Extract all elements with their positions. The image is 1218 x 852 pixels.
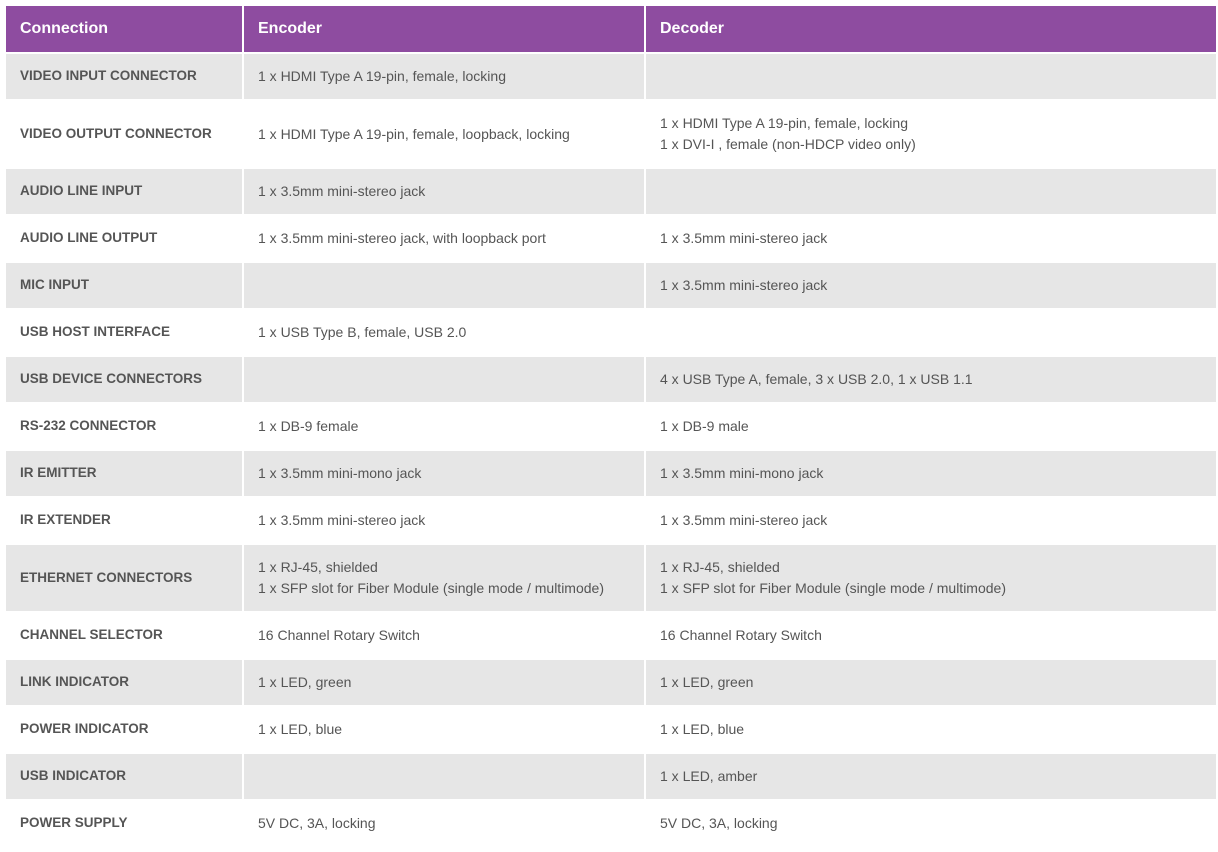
table-body: VIDEO INPUT CONNECTOR 1 x HDMI Type A 19… (6, 54, 1216, 846)
table-row: RS-232 CONNECTOR 1 x DB-9 female 1 x DB-… (6, 404, 1216, 449)
cell-decoder: 1 x LED, amber (646, 754, 1216, 799)
row-label: VIDEO OUTPUT CONNECTOR (6, 101, 242, 167)
table-row: MIC INPUT 1 x 3.5mm mini-stereo jack (6, 263, 1216, 308)
col-header-decoder: Decoder (646, 6, 1216, 52)
cell-encoder: 1 x DB-9 female (244, 404, 644, 449)
col-header-connection: Connection (6, 6, 242, 52)
cell-decoder (646, 169, 1216, 214)
table-row: POWER SUPPLY 5V DC, 3A, locking 5V DC, 3… (6, 801, 1216, 846)
cell-encoder: 1 x USB Type B, female, USB 2.0 (244, 310, 644, 355)
cell-encoder: 1 x 3.5mm mini-stereo jack (244, 498, 644, 543)
cell-encoder: 1 x 3.5mm mini-stereo jack (244, 169, 644, 214)
cell-decoder: 16 Channel Rotary Switch (646, 613, 1216, 658)
row-label: CHANNEL SELECTOR (6, 613, 242, 658)
spec-table: Connection Encoder Decoder VIDEO INPUT C… (4, 4, 1218, 848)
cell-encoder (244, 357, 644, 402)
cell-encoder: 1 x 3.5mm mini-stereo jack, with loopbac… (244, 216, 644, 261)
row-label: USB INDICATOR (6, 754, 242, 799)
table-row: AUDIO LINE INPUT 1 x 3.5mm mini-stereo j… (6, 169, 1216, 214)
cell-decoder: 1 x LED, blue (646, 707, 1216, 752)
table-row: ETHERNET CONNECTORS 1 x RJ-45, shielded1… (6, 545, 1216, 611)
cell-encoder: 1 x LED, green (244, 660, 644, 705)
cell-decoder: 1 x LED, green (646, 660, 1216, 705)
row-label: IR EMITTER (6, 451, 242, 496)
row-label: VIDEO INPUT CONNECTOR (6, 54, 242, 99)
cell-decoder: 1 x 3.5mm mini-stereo jack (646, 263, 1216, 308)
cell-decoder: 1 x 3.5mm mini-stereo jack (646, 216, 1216, 261)
table-row: POWER INDICATOR 1 x LED, blue 1 x LED, b… (6, 707, 1216, 752)
table-row: USB DEVICE CONNECTORS 4 x USB Type A, fe… (6, 357, 1216, 402)
table-row: CHANNEL SELECTOR 16 Channel Rotary Switc… (6, 613, 1216, 658)
row-label: IR EXTENDER (6, 498, 242, 543)
row-label: AUDIO LINE INPUT (6, 169, 242, 214)
table-row: USB INDICATOR 1 x LED, amber (6, 754, 1216, 799)
table-row: AUDIO LINE OUTPUT 1 x 3.5mm mini-stereo … (6, 216, 1216, 261)
cell-decoder: 5V DC, 3A, locking (646, 801, 1216, 846)
cell-decoder: 1 x RJ-45, shielded1 x SFP slot for Fibe… (646, 545, 1216, 611)
table-row: VIDEO INPUT CONNECTOR 1 x HDMI Type A 19… (6, 54, 1216, 99)
row-label: USB HOST INTERFACE (6, 310, 242, 355)
row-label: POWER SUPPLY (6, 801, 242, 846)
cell-decoder (646, 310, 1216, 355)
cell-encoder: 16 Channel Rotary Switch (244, 613, 644, 658)
table-row: IR EXTENDER 1 x 3.5mm mini-stereo jack 1… (6, 498, 1216, 543)
table-row: LINK INDICATOR 1 x LED, green 1 x LED, g… (6, 660, 1216, 705)
cell-decoder: 1 x 3.5mm mini-stereo jack (646, 498, 1216, 543)
row-label: RS-232 CONNECTOR (6, 404, 242, 449)
cell-encoder: 1 x HDMI Type A 19-pin, female, loopback… (244, 101, 644, 167)
row-label: AUDIO LINE OUTPUT (6, 216, 242, 261)
cell-decoder: 1 x DB-9 male (646, 404, 1216, 449)
row-label: ETHERNET CONNECTORS (6, 545, 242, 611)
table-row: VIDEO OUTPUT CONNECTOR 1 x HDMI Type A 1… (6, 101, 1216, 167)
cell-decoder (646, 54, 1216, 99)
table-row: USB HOST INTERFACE 1 x USB Type B, femal… (6, 310, 1216, 355)
row-label: MIC INPUT (6, 263, 242, 308)
row-label: USB DEVICE CONNECTORS (6, 357, 242, 402)
cell-encoder: 1 x LED, blue (244, 707, 644, 752)
table-row: IR EMITTER 1 x 3.5mm mini-mono jack 1 x … (6, 451, 1216, 496)
row-label: POWER INDICATOR (6, 707, 242, 752)
cell-encoder: 1 x HDMI Type A 19-pin, female, locking (244, 54, 644, 99)
cell-encoder: 5V DC, 3A, locking (244, 801, 644, 846)
cell-decoder: 4 x USB Type A, female, 3 x USB 2.0, 1 x… (646, 357, 1216, 402)
cell-decoder: 1 x HDMI Type A 19-pin, female, locking1… (646, 101, 1216, 167)
cell-decoder: 1 x 3.5mm mini-mono jack (646, 451, 1216, 496)
cell-encoder (244, 263, 644, 308)
row-label: LINK INDICATOR (6, 660, 242, 705)
col-header-encoder: Encoder (244, 6, 644, 52)
cell-encoder: 1 x 3.5mm mini-mono jack (244, 451, 644, 496)
cell-encoder: 1 x RJ-45, shielded1 x SFP slot for Fibe… (244, 545, 644, 611)
cell-encoder (244, 754, 644, 799)
table-header: Connection Encoder Decoder (6, 6, 1216, 52)
